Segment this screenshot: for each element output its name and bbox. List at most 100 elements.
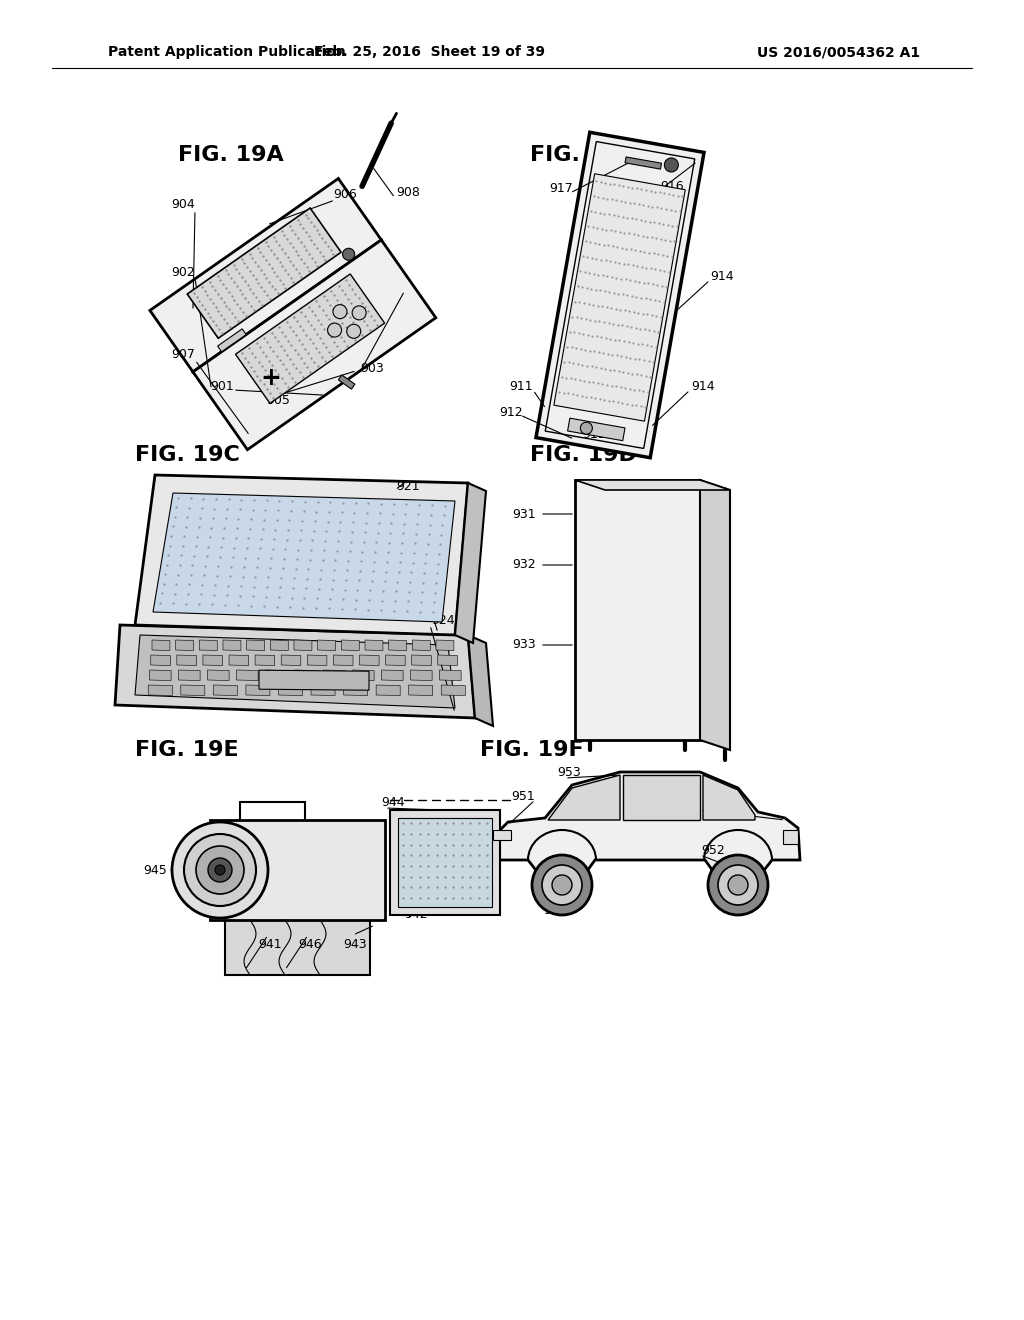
Polygon shape: [187, 209, 341, 338]
Circle shape: [532, 855, 592, 915]
Polygon shape: [150, 178, 381, 372]
Polygon shape: [490, 772, 800, 888]
Text: FIG. 19F: FIG. 19F: [480, 741, 584, 760]
Polygon shape: [386, 655, 406, 665]
Polygon shape: [203, 655, 222, 665]
Text: FIG. 19D: FIG. 19D: [530, 445, 637, 465]
Circle shape: [665, 158, 678, 172]
Polygon shape: [150, 671, 171, 681]
Polygon shape: [148, 685, 172, 696]
Text: 954: 954: [543, 903, 567, 916]
Circle shape: [718, 865, 758, 906]
Polygon shape: [237, 671, 258, 681]
Polygon shape: [200, 640, 217, 651]
Polygon shape: [341, 640, 359, 651]
Text: Feb. 25, 2016  Sheet 19 of 39: Feb. 25, 2016 Sheet 19 of 39: [314, 45, 546, 59]
Polygon shape: [151, 655, 170, 665]
Polygon shape: [365, 640, 383, 651]
Polygon shape: [703, 775, 755, 820]
Polygon shape: [178, 671, 200, 681]
Polygon shape: [208, 671, 229, 681]
Text: 908: 908: [396, 186, 420, 199]
Polygon shape: [246, 685, 270, 696]
Text: 914: 914: [711, 269, 734, 282]
Text: 911: 911: [509, 380, 532, 393]
Text: 943: 943: [343, 937, 367, 950]
Polygon shape: [398, 818, 492, 907]
Text: FIG. 19B: FIG. 19B: [530, 145, 636, 165]
Text: 917: 917: [549, 182, 572, 195]
Text: 923: 923: [421, 565, 444, 578]
Circle shape: [328, 323, 342, 337]
Text: 946: 946: [298, 937, 322, 950]
Text: 945: 945: [143, 863, 167, 876]
Text: 952: 952: [701, 845, 725, 858]
Polygon shape: [390, 810, 500, 915]
Bar: [493, 830, 511, 840]
Text: 902: 902: [171, 267, 195, 280]
Polygon shape: [412, 655, 431, 665]
Text: 932: 932: [512, 558, 536, 572]
Polygon shape: [135, 475, 468, 635]
Polygon shape: [265, 671, 287, 681]
Circle shape: [708, 855, 768, 915]
Text: 903: 903: [360, 362, 384, 375]
Polygon shape: [413, 640, 430, 651]
Polygon shape: [455, 483, 486, 643]
Polygon shape: [441, 685, 465, 696]
Polygon shape: [213, 685, 238, 696]
Polygon shape: [334, 655, 353, 665]
Polygon shape: [152, 640, 170, 651]
Polygon shape: [376, 685, 400, 696]
Circle shape: [172, 822, 268, 917]
Polygon shape: [436, 640, 454, 651]
Bar: [783, 830, 798, 843]
Polygon shape: [548, 775, 620, 820]
Polygon shape: [295, 671, 316, 681]
Text: 913: 913: [583, 429, 606, 441]
Circle shape: [215, 865, 225, 875]
Circle shape: [208, 858, 232, 882]
Polygon shape: [217, 329, 246, 352]
Text: 944: 944: [381, 796, 404, 809]
Text: 941: 941: [258, 937, 282, 950]
Text: +: +: [260, 367, 282, 391]
Polygon shape: [307, 655, 327, 665]
Text: 924: 924: [431, 615, 455, 627]
Bar: [338, 375, 355, 389]
Polygon shape: [575, 480, 730, 490]
Polygon shape: [317, 640, 336, 651]
Polygon shape: [389, 640, 407, 651]
Polygon shape: [279, 685, 302, 696]
Polygon shape: [625, 157, 662, 169]
Polygon shape: [176, 640, 194, 651]
Polygon shape: [259, 671, 369, 690]
Polygon shape: [223, 640, 241, 651]
Text: 922: 922: [390, 520, 414, 532]
Text: 921: 921: [396, 479, 420, 492]
Text: 905: 905: [266, 395, 290, 408]
Text: 906: 906: [333, 189, 357, 202]
Text: 904: 904: [171, 198, 195, 211]
Circle shape: [542, 865, 582, 906]
Polygon shape: [411, 671, 432, 681]
Text: FIG. 19C: FIG. 19C: [135, 445, 240, 465]
Text: 942: 942: [404, 908, 428, 921]
Polygon shape: [382, 671, 403, 681]
Polygon shape: [567, 418, 625, 441]
Polygon shape: [210, 820, 385, 920]
Polygon shape: [282, 655, 301, 665]
Text: US 2016/0054362 A1: US 2016/0054362 A1: [757, 45, 920, 59]
Circle shape: [333, 305, 347, 318]
Polygon shape: [359, 655, 379, 665]
Polygon shape: [115, 624, 475, 718]
Polygon shape: [153, 492, 455, 622]
Polygon shape: [225, 920, 370, 975]
Polygon shape: [255, 655, 274, 665]
Polygon shape: [409, 685, 433, 696]
Text: 933: 933: [512, 639, 536, 652]
Polygon shape: [177, 655, 197, 665]
Polygon shape: [468, 635, 493, 726]
Polygon shape: [352, 671, 374, 681]
Circle shape: [184, 834, 256, 906]
